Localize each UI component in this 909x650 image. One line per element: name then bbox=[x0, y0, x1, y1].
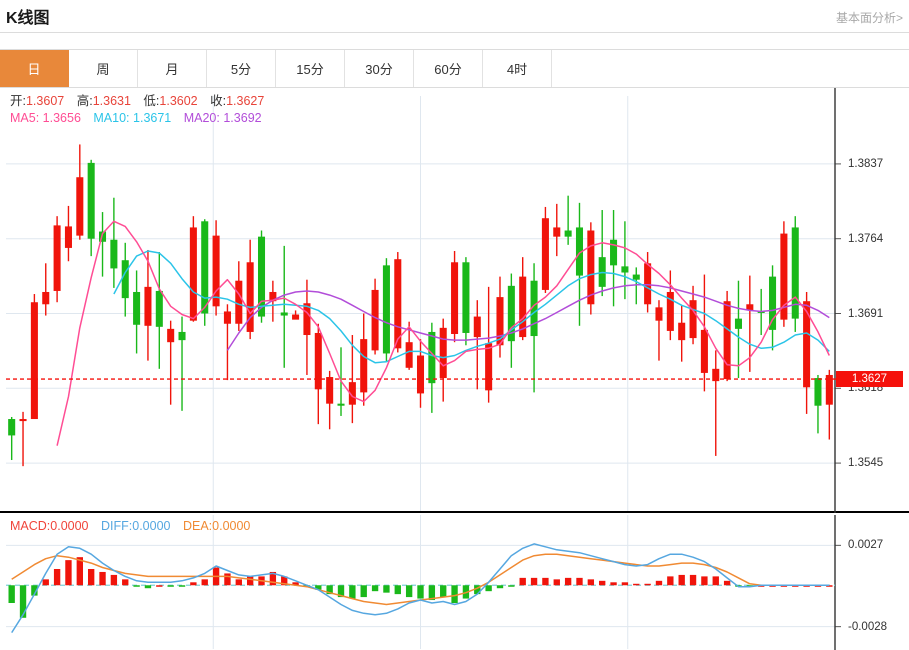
macd-axis-tick: -0.0028 bbox=[848, 620, 888, 633]
page-title: K线图 bbox=[6, 10, 50, 27]
page-header: K线图 基本面分析> bbox=[0, 0, 909, 33]
chart-container[interactable]: 开:1.3607 高:1.3631 低:1.3602 收:1.3627 MA5:… bbox=[0, 88, 909, 650]
macd-axis-tick: 0.0027 bbox=[848, 539, 884, 552]
current-price-badge: 1.3627 bbox=[836, 371, 903, 388]
candlestick-plot[interactable] bbox=[0, 88, 909, 513]
tab-30min[interactable]: 30分 bbox=[345, 50, 414, 87]
price-panel[interactable]: 开:1.3607 高:1.3631 低:1.3602 收:1.3627 MA5:… bbox=[0, 88, 909, 513]
tab-week[interactable]: 周 bbox=[69, 50, 138, 87]
tab-60min[interactable]: 60分 bbox=[414, 50, 483, 87]
tab-15min[interactable]: 15分 bbox=[276, 50, 345, 87]
price-axis-tick: 1.3545 bbox=[848, 457, 884, 470]
tab-month[interactable]: 月 bbox=[138, 50, 207, 87]
price-axis-tick: 1.3764 bbox=[848, 232, 884, 245]
tab-day[interactable]: 日 bbox=[0, 50, 69, 87]
fundamental-analysis-link[interactable]: 基本面分析> bbox=[835, 11, 903, 25]
timeframe-tabbar: 日 周 月 5分 15分 30分 60分 4时 bbox=[0, 49, 909, 88]
price-axis-tick: 1.3837 bbox=[848, 157, 884, 170]
macd-plot[interactable] bbox=[0, 515, 909, 650]
macd-panel[interactable]: MACD:0.0000 DIFF:0.0000 DEA:0.0000 0.002… bbox=[0, 515, 909, 650]
price-axis-tick: 1.3691 bbox=[848, 307, 884, 320]
tab-5min[interactable]: 5分 bbox=[207, 50, 276, 87]
tabbar-filler bbox=[552, 50, 909, 87]
tab-4hour[interactable]: 4时 bbox=[483, 50, 552, 87]
